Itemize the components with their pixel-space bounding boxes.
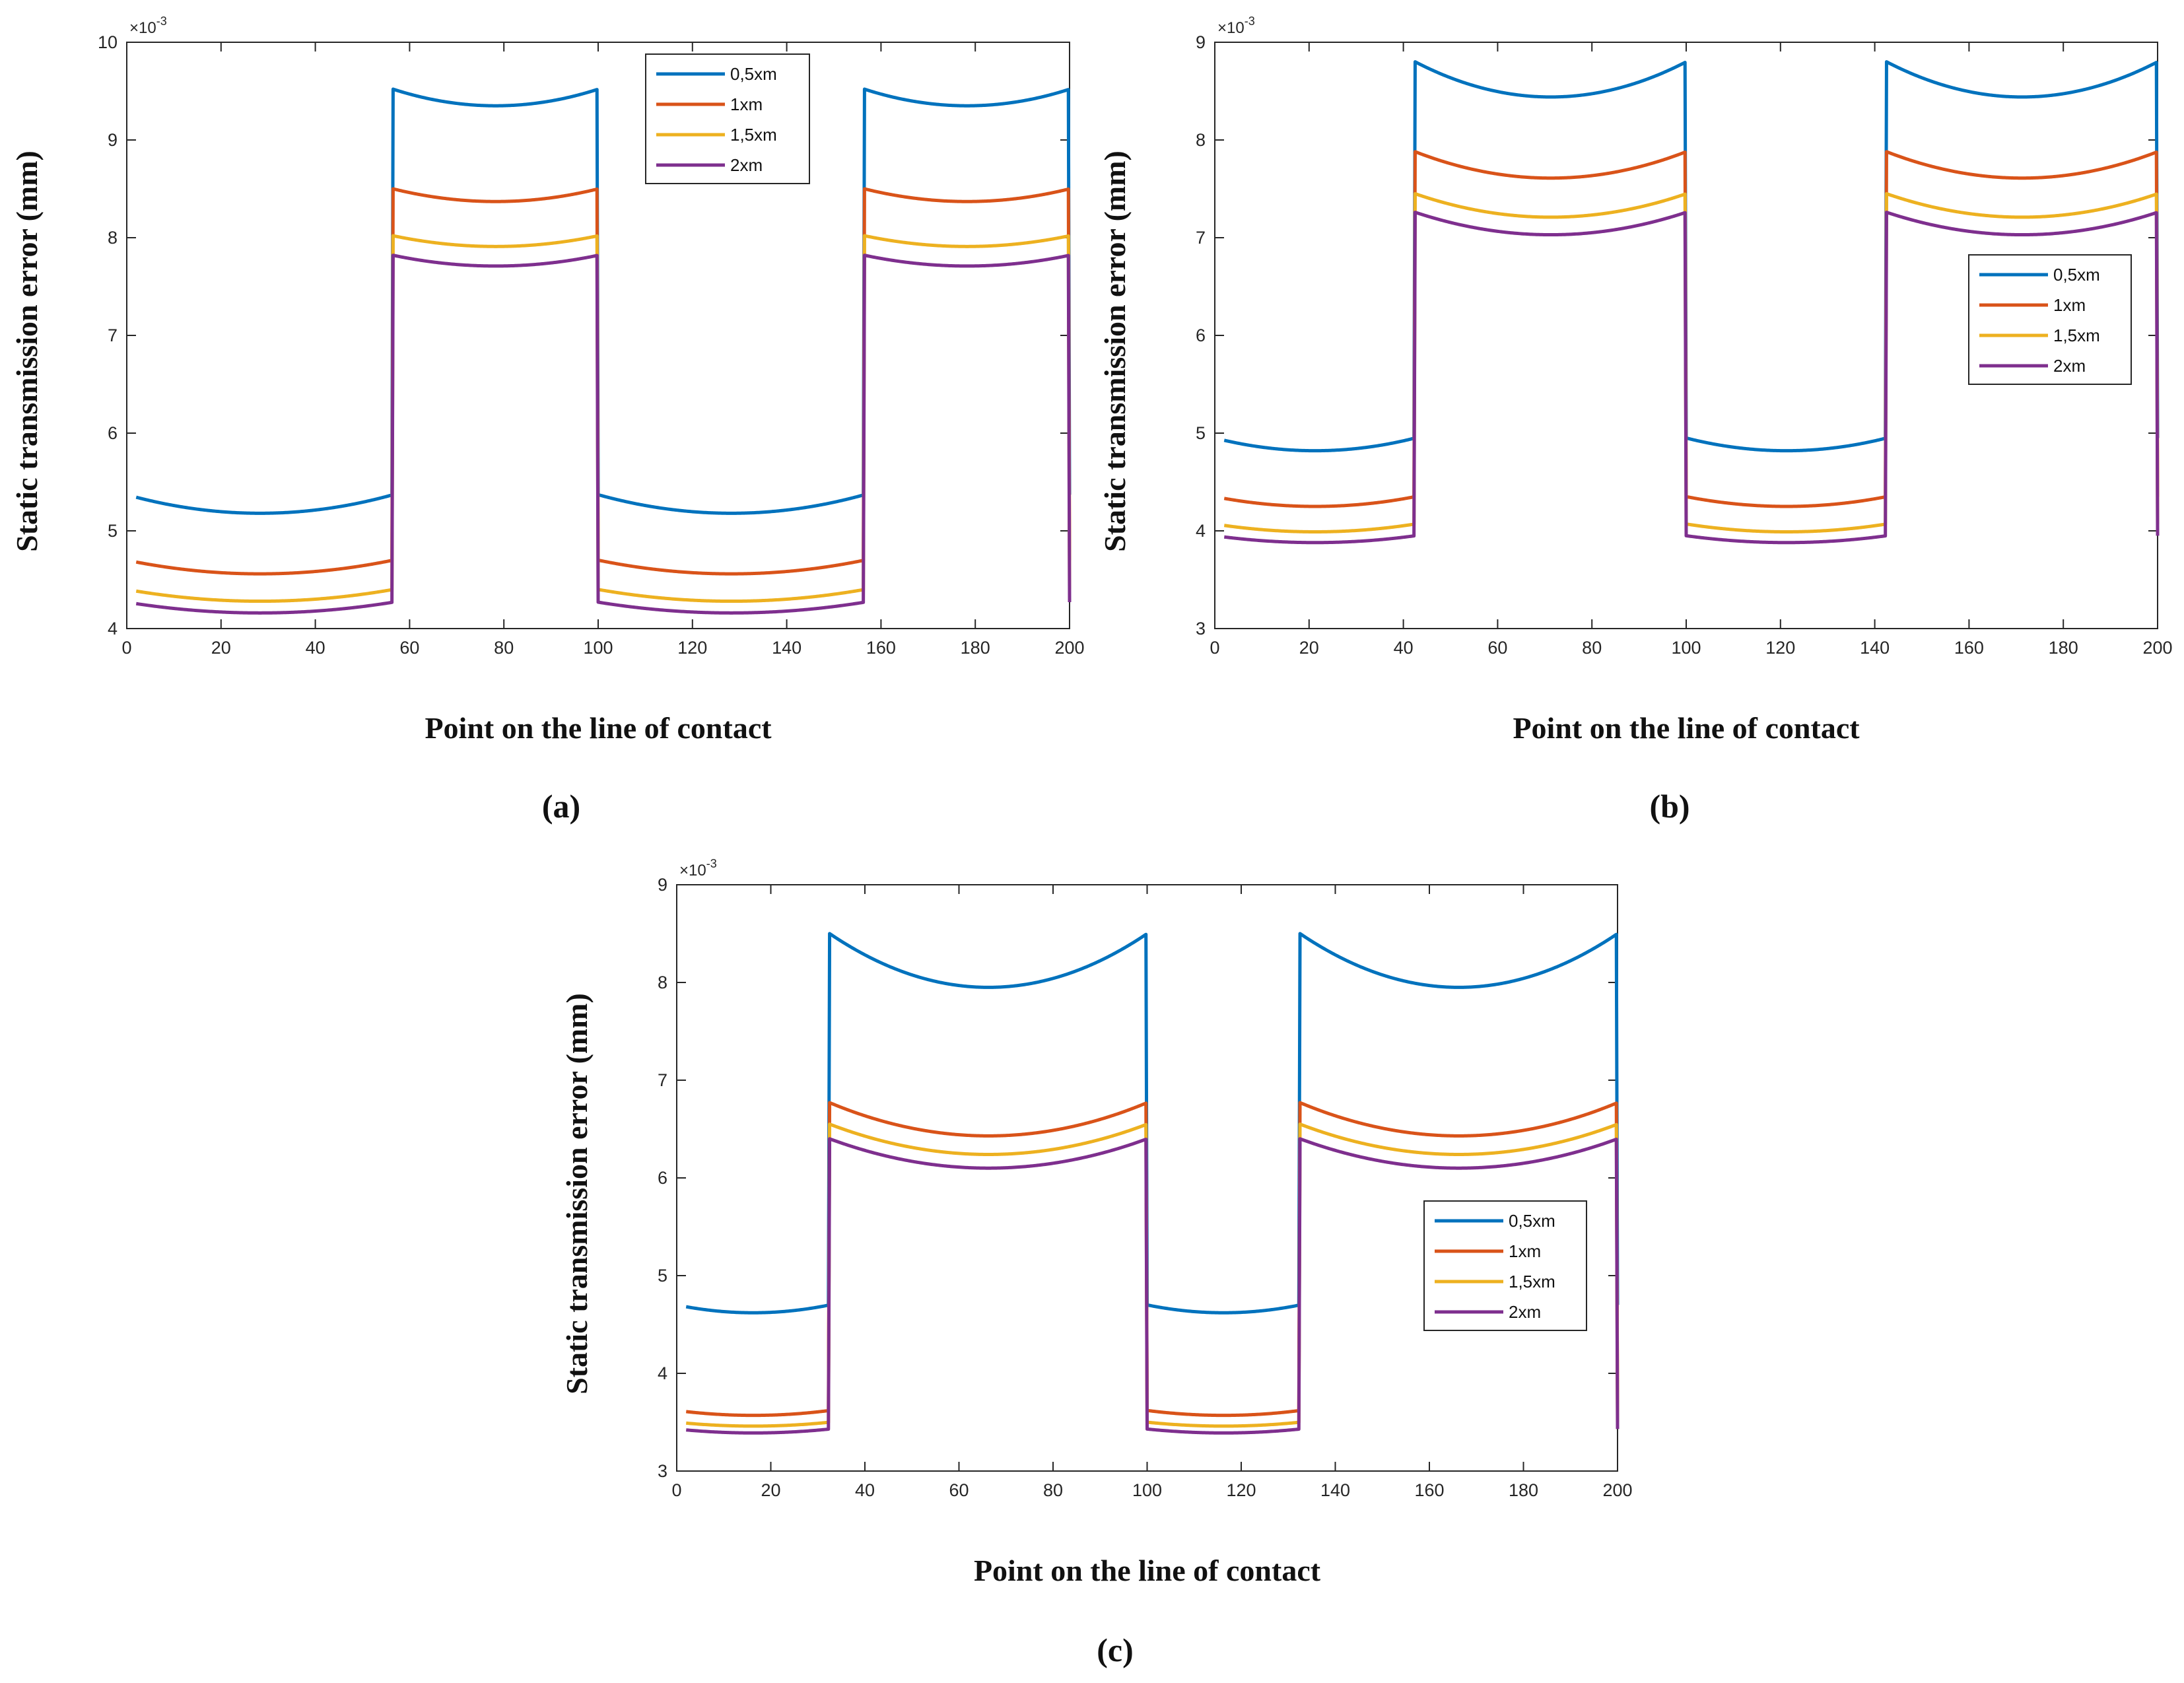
series-line-1-5xm <box>1223 191 2160 533</box>
x-tick-label: 0 <box>121 638 131 658</box>
legend-label: 2xm <box>1509 1302 1541 1322</box>
series-line-1xm <box>685 1101 1620 1418</box>
x-tick-label: 40 <box>1394 638 1414 658</box>
x-tick-label: 60 <box>949 1480 969 1500</box>
y-tick-label: 6 <box>1196 326 1206 345</box>
y-tick-label: 7 <box>658 1070 667 1090</box>
x-tick-label: 180 <box>1509 1480 1538 1500</box>
x-tick-label: 80 <box>494 638 514 658</box>
x-tick-label: 140 <box>1320 1480 1350 1500</box>
series-line-0-5xm <box>1223 60 2160 453</box>
y-tick-label: 5 <box>108 521 118 541</box>
x-tick-label: 80 <box>1582 638 1602 658</box>
legend-box <box>1423 1200 1587 1331</box>
y-tick-label: 9 <box>1196 32 1206 52</box>
x-axis-title: Point on the line of contact <box>1513 711 1860 745</box>
chart-panel-a: 0 20 40 60 80 100 120 140 160 180 200 4 5 6 7 8 9 10 ×10-3… <box>0 0 1096 840</box>
x-tick-label: 180 <box>2049 638 2078 658</box>
y-tick-label: 4 <box>658 1363 667 1383</box>
legend-label: 1,5xm <box>730 125 777 145</box>
series-line-1xm <box>135 187 1072 576</box>
panel-caption-a: (a) <box>542 788 580 825</box>
panel-caption-c: (c) <box>1097 1631 1134 1668</box>
y-tick-label: 4 <box>108 619 118 638</box>
x-tick-label: 140 <box>772 638 802 658</box>
x-tick-label: 140 <box>1860 638 1890 658</box>
y-tick-label: 3 <box>658 1461 667 1481</box>
y-tick-label: 9 <box>108 130 118 150</box>
x-tick-label: 20 <box>761 1480 780 1500</box>
x-axis-title: Point on the line of contact <box>974 1554 1321 1587</box>
x-tick-label: 20 <box>1299 638 1319 658</box>
y-tick-label: 9 <box>658 875 667 895</box>
x-tick-label: 120 <box>677 638 707 658</box>
y-axis-title: Static transmission error (mm) <box>1098 151 1132 552</box>
y-tick-label: 8 <box>658 973 667 992</box>
x-tick-label: 160 <box>1954 638 1984 658</box>
chart-a: 0 20 40 60 80 100 120 140 160 180 200 4 5 6 7 8 9 10 ×10-3… <box>10 15 1085 825</box>
x-tick-label: 80 <box>1043 1480 1063 1500</box>
y-tick-label: 7 <box>1196 228 1206 248</box>
x-tick-label: 60 <box>1487 638 1507 658</box>
legend-label: 1xm <box>1509 1241 1541 1261</box>
y-tick-label: 10 <box>98 32 118 52</box>
legend-box <box>645 53 810 184</box>
y-tick-label: 8 <box>108 228 118 248</box>
legend-label: 2xm <box>730 155 763 175</box>
y-exponent-label: ×10-3 <box>129 15 167 37</box>
x-tick-label: 40 <box>855 1480 875 1500</box>
y-axis-title: Static transmission error (mm) <box>560 993 594 1394</box>
x-tick-label: 0 <box>1210 638 1219 658</box>
x-tick-label: 120 <box>1765 638 1795 658</box>
chart-b: 0 20 40 60 80 100 120 140 160 180 200 3 4 5 6 7 8 9 ×10-3 P… <box>1098 15 2173 825</box>
y-tick-label: 3 <box>1196 619 1206 638</box>
legend-box <box>1968 254 2132 385</box>
legend-label: 1,5xm <box>1509 1272 1555 1291</box>
x-tick-label: 160 <box>866 638 896 658</box>
series-line-0-5xm <box>685 932 1620 1315</box>
y-axis-title: Static transmission error (mm) <box>10 151 44 552</box>
y-exponent-label: ×10-3 <box>679 857 717 879</box>
x-tick-label: 0 <box>671 1480 681 1500</box>
series-line-1-5xm <box>135 234 1072 603</box>
legend-label: 2xm <box>2053 356 2086 376</box>
y-tick-label: 6 <box>108 423 118 443</box>
x-tick-label: 120 <box>1226 1480 1256 1500</box>
y-tick-label: 7 <box>108 326 118 345</box>
y-tick-label: 5 <box>658 1266 667 1286</box>
x-tick-label: 160 <box>1414 1480 1444 1500</box>
x-tick-label: 100 <box>1671 638 1701 658</box>
x-tick-label: 100 <box>583 638 613 658</box>
legend-label: 0,5xm <box>1509 1211 1555 1231</box>
y-tick-label: 4 <box>1196 521 1206 541</box>
y-tick-label: 6 <box>658 1168 667 1188</box>
y-tick-label: 8 <box>1196 130 1206 150</box>
legend-label: 1xm <box>730 94 763 114</box>
legend-label: 1xm <box>2053 295 2086 315</box>
x-tick-label: 60 <box>399 638 419 658</box>
x-tick-label: 200 <box>1054 638 1084 658</box>
legend-label: 0,5xm <box>730 64 777 84</box>
x-tick-label: 200 <box>2142 638 2172 658</box>
panel-caption-b: (b) <box>1649 788 1689 825</box>
x-tick-label: 180 <box>961 638 990 658</box>
x-tick-label: 100 <box>1132 1480 1162 1500</box>
series-line-2xm <box>685 1137 1620 1435</box>
chart-c: 0 20 40 60 80 100 120 140 160 180 200 3 4 5 6 7 8 9 ×10-3 P… <box>560 857 1633 1668</box>
x-tick-label: 20 <box>211 638 231 658</box>
legend-label: 0,5xm <box>2053 265 2100 285</box>
y-exponent-label: ×10-3 <box>1217 15 1255 37</box>
y-tick-label: 5 <box>1196 423 1206 443</box>
x-axis-title: Point on the line of contact <box>425 711 772 745</box>
series-line-2xm <box>135 254 1072 615</box>
series-line-0-5xm <box>135 87 1072 515</box>
chart-panel-c: 0 20 40 60 80 100 120 140 160 180 200 3 4 5 6 7 8 9 ×10-3 P… <box>548 840 1644 1683</box>
series-line-1-5xm <box>685 1122 1620 1428</box>
legend-label: 1,5xm <box>2053 326 2100 345</box>
chart-panel-b: 0 20 40 60 80 100 120 140 160 180 200 3 4 5 6 7 8 9 ×10-3 P… <box>1096 0 2184 840</box>
x-tick-label: 200 <box>1602 1480 1632 1500</box>
series-line-1xm <box>1223 150 2160 508</box>
series-line-2xm <box>1223 211 2160 545</box>
x-tick-label: 40 <box>306 638 325 658</box>
